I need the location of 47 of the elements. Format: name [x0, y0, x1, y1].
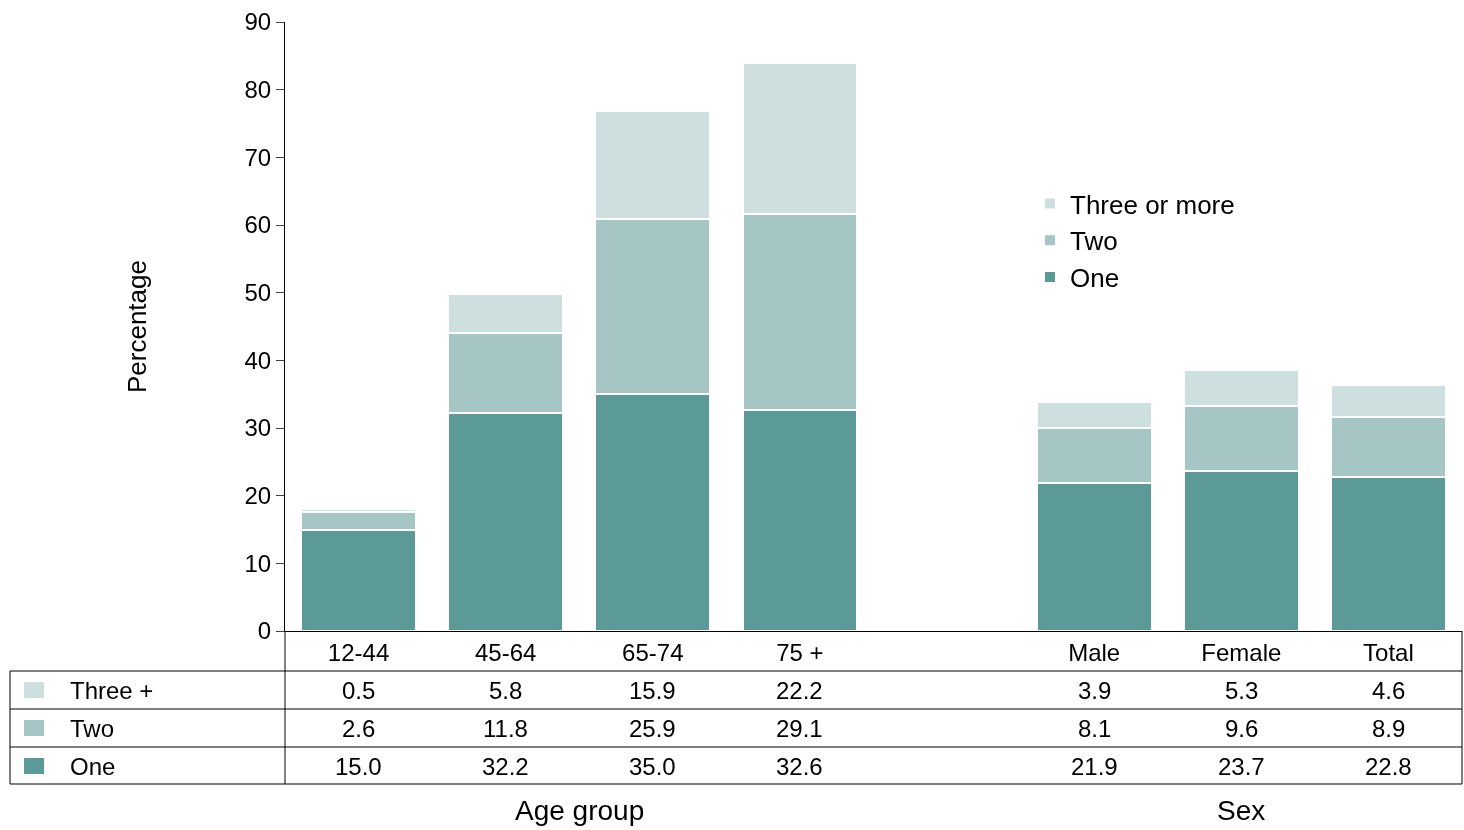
x-tick-label: 65-74: [622, 638, 684, 666]
x-tick-label: Male: [1068, 638, 1121, 666]
x-tick-label: Female: [1201, 638, 1282, 666]
x-tick-label: Total: [1363, 638, 1414, 666]
legend-label: One: [1070, 263, 1120, 294]
data-label: 3.9: [1078, 677, 1112, 704]
data-label: 32.6: [776, 753, 823, 780]
data-label: 0.5: [342, 677, 376, 704]
data-label: 2.6: [342, 715, 376, 742]
data-label: 21.9: [1071, 753, 1118, 780]
data-label: 15.0: [335, 753, 382, 780]
y-tick-label: 20: [244, 482, 272, 510]
y-tick-label: 50: [244, 279, 272, 307]
data-label: 8.9: [1372, 715, 1406, 742]
data-label: 9.6: [1225, 715, 1259, 742]
y-tick-label: 90: [244, 8, 272, 36]
text: Three +: [70, 677, 154, 704]
y-axis-title: Percentage: [121, 260, 152, 393]
legend-label: Two: [1070, 226, 1118, 257]
text: Sex: [1217, 795, 1266, 826]
data-label: 15.9: [629, 677, 676, 704]
y-tick-label: 0: [257, 617, 272, 645]
y-tick-label: 30: [244, 414, 272, 442]
data-label: 8.1: [1078, 715, 1112, 742]
legend-label: Three or more: [1070, 189, 1235, 220]
data-label: 32.2: [482, 753, 529, 780]
text: Two: [70, 715, 115, 742]
data-label: 5.3: [1225, 677, 1259, 704]
x-tick-label: 45-64: [474, 638, 537, 666]
data-label: 4.6: [1372, 677, 1406, 704]
data-label: 23.7: [1218, 753, 1265, 780]
x-tick-label: 12-44: [327, 638, 390, 666]
data-label: 5.8: [489, 677, 523, 704]
y-tick-label: 80: [244, 76, 272, 104]
data-label: 11.8: [483, 715, 528, 742]
text: One: [70, 753, 116, 780]
x-tick-label: 75 +: [776, 638, 824, 666]
y-tick-label: 70: [244, 143, 272, 171]
y-tick-label: 60: [244, 211, 272, 239]
y-tick-label: 40: [244, 346, 272, 374]
data-label: 35.0: [629, 753, 676, 780]
data-label: 29.1: [776, 715, 823, 742]
y-tick-label: 10: [244, 549, 272, 577]
text: Age group: [515, 795, 645, 826]
data-label: 22.2: [776, 677, 823, 704]
data-label: 25.9: [629, 715, 676, 742]
data-label: 22.8: [1365, 753, 1412, 780]
